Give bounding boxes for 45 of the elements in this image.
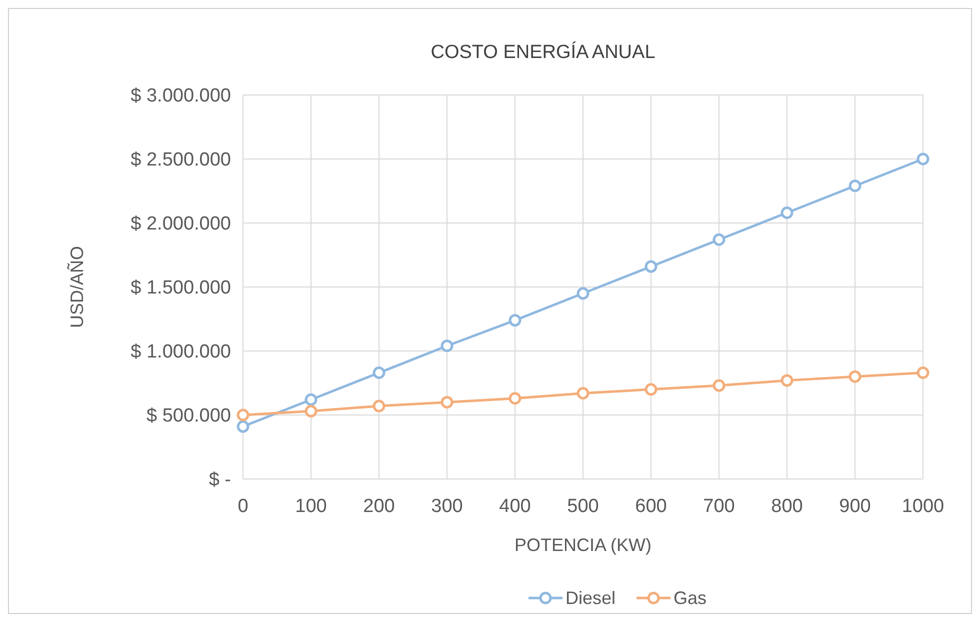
legend-label: Gas [674,588,707,608]
point [304,393,318,406]
x-tick-label: 200 [363,496,395,517]
x-tick-label: 400 [499,496,531,517]
x-tick-label: 900 [839,496,871,517]
point [644,383,658,396]
x-tick-label: 700 [703,496,735,517]
y-tick-label: $ 3.000.000 [130,86,231,107]
x-tick-label: 300 [431,496,463,517]
point [576,287,590,300]
point [576,386,590,400]
point [440,340,454,352]
y-axis-title: USD/AÑO [67,246,87,328]
y-tick-label: $ 2.000.000 [130,214,231,235]
point [236,420,250,433]
y-tick-label: $ - [208,470,231,491]
point [780,206,794,220]
y-tick-label: $ 2.500.000 [130,150,231,171]
x-tick-label: 600 [635,496,667,517]
point [780,374,794,387]
point [848,370,862,383]
chart-title: COSTO ENERGÍA ANUAL [430,41,656,63]
x-axis-title: POTENCIA (KW) [514,535,652,555]
point [372,400,386,412]
point [440,396,454,408]
point [236,408,250,422]
point [508,314,522,327]
point [372,366,386,380]
point [712,379,726,392]
x-tick-label: 1000 [902,496,944,517]
point [712,233,726,246]
x-tick-label: 500 [567,496,599,517]
point [304,404,318,418]
point [848,180,862,192]
y-tick-label: $ 1.000.000 [130,342,231,363]
x-tick-label: 800 [771,496,803,517]
y-tick-label: $ 500.000 [146,406,231,427]
legend-label: Diesel [566,588,616,608]
point [916,366,930,380]
x-tick-label: 0 [238,496,248,517]
x-tick-label: 100 [295,496,327,517]
point [644,260,658,273]
point [916,152,930,166]
point [508,392,522,405]
y-tick-label: $ 1.500.000 [130,278,231,299]
